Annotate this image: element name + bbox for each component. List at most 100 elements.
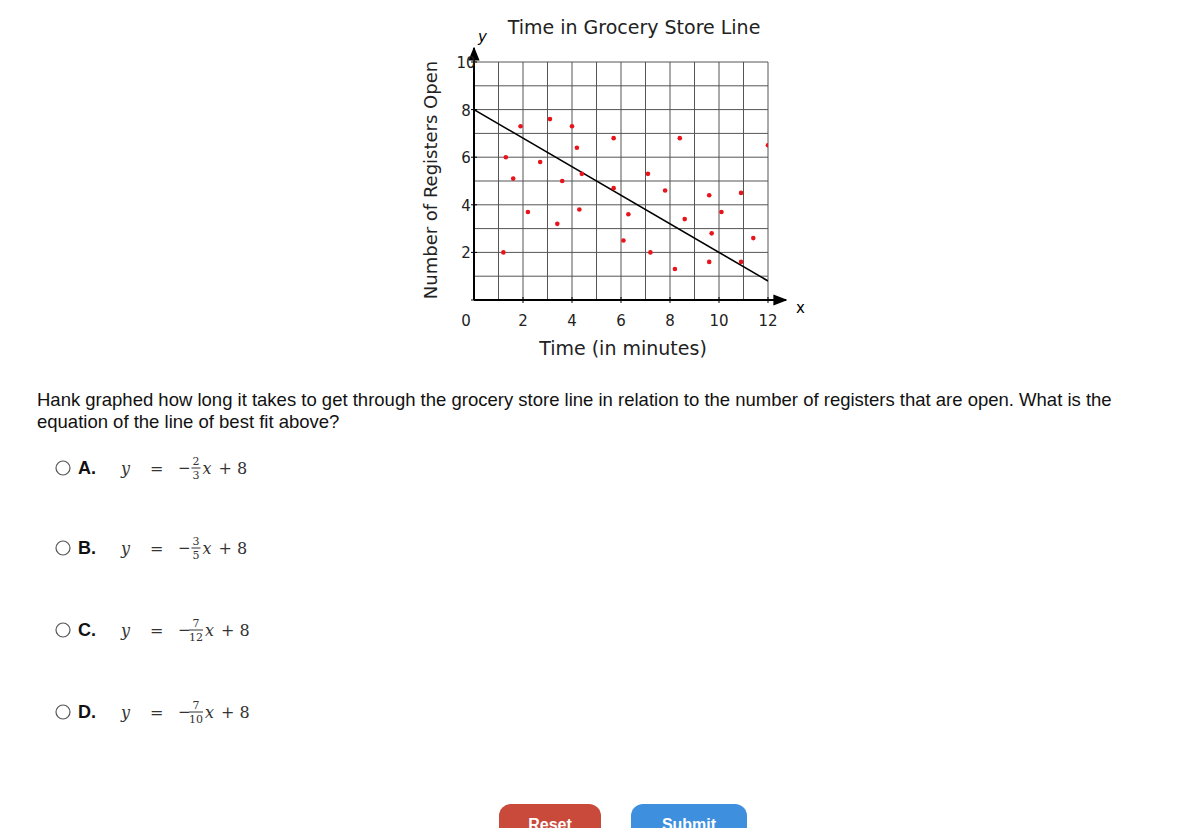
scatter-point (518, 124, 523, 129)
scatter-point (707, 260, 712, 265)
y-axis (473, 48, 475, 300)
scatter-point (548, 117, 553, 122)
x-tick-label: 6 (616, 312, 626, 330)
scatter-point (611, 186, 616, 191)
grid-line-y (474, 62, 768, 63)
button-label: Submit (662, 816, 717, 828)
scatter-point (626, 212, 631, 217)
scatter-point (538, 160, 543, 165)
grid-line-y (474, 252, 768, 253)
grid-line-y (474, 85, 768, 86)
scatter-point (570, 124, 575, 129)
y-tick-label: 8 (461, 102, 471, 120)
scatter-point (580, 172, 585, 177)
button-label: Reset (528, 816, 572, 828)
scatter-point (678, 136, 683, 141)
fraction-numerator: 7 (193, 617, 200, 630)
x-axis-label: Time (in minutes) (538, 337, 707, 359)
x-tick-label: 12 (758, 312, 777, 330)
fraction-denominator: 12 (189, 631, 203, 644)
grid-line-y (474, 276, 768, 277)
scatter-point (555, 222, 560, 227)
option-letter: A. (78, 458, 96, 478)
option-rest: + 8 (221, 621, 250, 640)
y-axis-symbol: y (477, 28, 488, 46)
scatter-point (646, 172, 651, 177)
x-axis-symbol: x (796, 299, 805, 317)
scatter-point (766, 143, 768, 148)
scatter-point (707, 193, 712, 198)
radio-button[interactable] (56, 623, 70, 637)
y-tick-label: 0 (461, 312, 471, 330)
option-letter: B. (78, 538, 96, 558)
page: Time in Grocery Store Linexy246810120246… (0, 0, 1200, 828)
option-sign: − (178, 459, 191, 477)
scatter-point (709, 231, 714, 236)
y-tick (471, 157, 477, 158)
question-text: equation of the line of best fit above? (37, 411, 339, 432)
x-tick (572, 297, 573, 303)
scatter-point (663, 188, 668, 193)
button[interactable] (499, 804, 601, 828)
y-tick-label: 4 (461, 197, 471, 215)
radio-button[interactable] (56, 705, 70, 719)
fraction-denominator: 5 (193, 549, 200, 562)
x-tick-label: 8 (665, 312, 675, 330)
scatter-point (504, 155, 509, 160)
fraction-numerator: 7 (193, 699, 200, 712)
scatter-point (751, 236, 756, 241)
y-tick (471, 204, 477, 205)
fraction-denominator: 10 (189, 713, 203, 726)
y-axis-label: Number of Registers Open (420, 61, 441, 299)
fraction-denominator: 3 (193, 469, 200, 482)
option-lhs: y (120, 703, 131, 722)
scatter-point (719, 210, 724, 215)
grid-line-y (474, 204, 768, 205)
x-tick (768, 297, 769, 303)
scatter-point (611, 136, 616, 141)
scatter-point (511, 176, 516, 181)
scatter-point (526, 210, 531, 215)
option-letter: C. (78, 620, 96, 640)
radio-button[interactable] (56, 461, 70, 475)
option-eq: = (150, 459, 163, 478)
scatter-point (739, 191, 744, 196)
option-eq: = (150, 703, 163, 722)
scatter-point (501, 250, 506, 255)
option-lhs: y (120, 459, 131, 478)
grid-line-y (474, 228, 768, 229)
option-lhs: y (120, 621, 131, 640)
scatter-point (682, 217, 687, 222)
grid-line-y (474, 181, 768, 182)
scatter-point (739, 260, 744, 265)
option-var: x (205, 621, 214, 640)
x-tick (719, 297, 720, 303)
x-tick-label: 2 (518, 312, 528, 330)
y-tick-label: 2 (461, 244, 471, 262)
x-tick (523, 297, 524, 303)
scatter-point (621, 238, 626, 243)
option-var: x (203, 459, 212, 478)
question-text: Hank graphed how long it takes to get th… (37, 389, 1112, 410)
scatter-point (575, 145, 580, 150)
grid (474, 62, 768, 300)
fraction-numerator: 3 (193, 535, 200, 548)
plot-area (474, 110, 768, 281)
button[interactable] (631, 804, 747, 828)
y-tick-label: 10 (456, 54, 475, 72)
x-tick-label: 4 (567, 312, 577, 330)
grid-line-y (474, 133, 768, 134)
grid-line-y (474, 109, 768, 110)
x-tick (621, 297, 622, 303)
radio-button[interactable] (56, 541, 70, 555)
y-tick (471, 300, 477, 301)
scatter-point (577, 207, 582, 212)
trend-line (474, 110, 768, 281)
option-rest: + 8 (219, 459, 248, 478)
grid-line-y (474, 157, 768, 158)
option-var: x (205, 703, 214, 722)
x-axis (474, 299, 786, 301)
option-letter: D. (78, 702, 96, 722)
option-sign: − (178, 539, 191, 557)
option-lhs: y (120, 539, 131, 558)
